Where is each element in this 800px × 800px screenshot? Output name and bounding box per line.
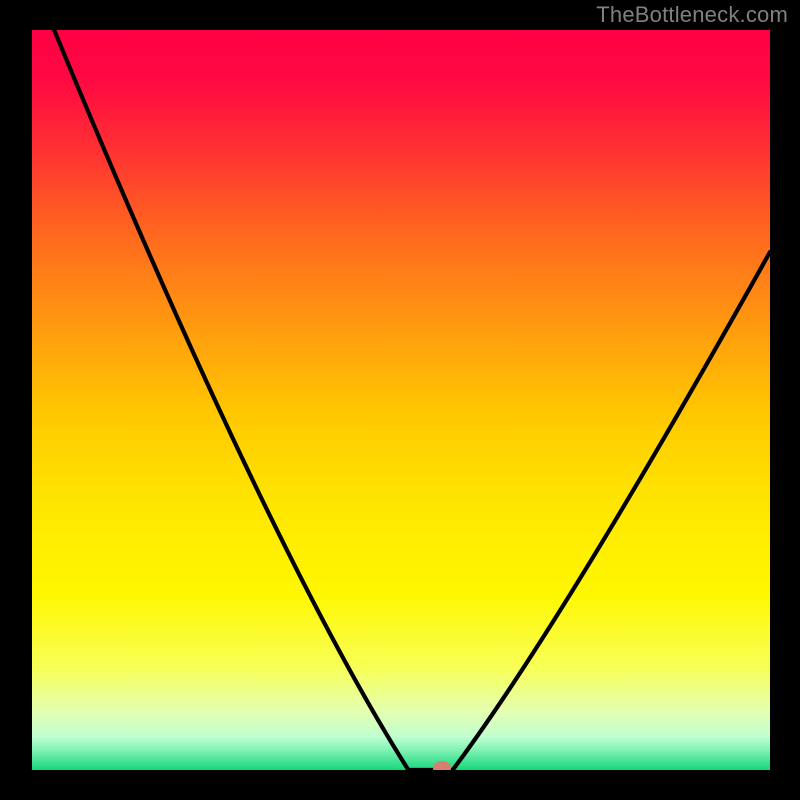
plot-area	[32, 30, 770, 770]
background-gradient	[32, 30, 770, 770]
watermark-text: TheBottleneck.com	[596, 2, 788, 28]
